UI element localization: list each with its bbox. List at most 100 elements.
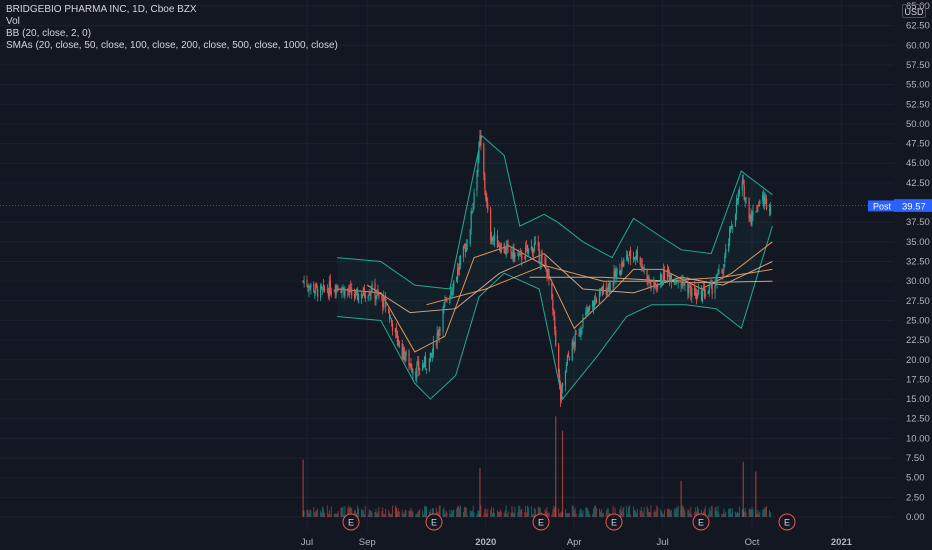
volume-bar — [494, 512, 496, 517]
volume-bar — [388, 510, 390, 517]
volume-bar — [409, 510, 411, 517]
volume-bar — [390, 514, 392, 517]
volume-bar — [303, 510, 305, 517]
indicator-smas[interactable]: SMAs (20, close, 50, close, 100, close, … — [6, 40, 338, 51]
volume-bar — [342, 506, 344, 517]
candle-body — [704, 294, 706, 296]
candle-body — [541, 255, 543, 258]
volume-bar — [340, 507, 342, 517]
candle-body — [758, 205, 760, 207]
candle-body — [715, 281, 717, 285]
candle-body — [636, 250, 638, 260]
y-axis[interactable]: 65.00 62.50 60.00 57.50 55.00 52.50 50.00 47.50… — [906, 1, 930, 523]
candle-body — [403, 347, 405, 360]
candle-body — [303, 281, 305, 284]
candle-body — [683, 284, 685, 286]
candle-body — [356, 289, 359, 301]
volume-bar — [567, 513, 569, 517]
candle-body — [552, 299, 554, 311]
indicator-volume[interactable]: Vol — [6, 16, 20, 27]
volume-bar — [606, 508, 608, 517]
candle-body — [480, 136, 482, 146]
candle-body — [313, 283, 315, 293]
volume-bar — [749, 508, 751, 517]
volume-bar — [626, 505, 628, 517]
volume-bar — [505, 505, 507, 517]
post-label-tag — [868, 200, 894, 212]
volume-bar — [633, 509, 635, 517]
candle-body — [320, 286, 323, 288]
candle-body — [567, 352, 569, 357]
volume-bar — [695, 507, 697, 517]
volume-bar — [528, 507, 530, 517]
candle-body — [354, 291, 357, 297]
candle-body — [415, 371, 417, 378]
candle-body — [418, 360, 420, 371]
volume-bar — [566, 513, 568, 517]
price-tags: 39.64Post39.57 — [0, 199, 932, 212]
y-tick-label: 7.50 — [906, 453, 925, 464]
y-tick-label: 57.50 — [906, 60, 930, 71]
volume-spike — [561, 430, 564, 517]
candle-body — [521, 252, 523, 260]
indicator-bollinger[interactable]: BB (20, close, 2, 0) — [6, 28, 92, 39]
volume-bar — [564, 509, 566, 517]
bollinger-lower-line — [337, 225, 773, 401]
sma-line — [366, 253, 773, 314]
volume-bar — [559, 513, 561, 517]
post-price-tag — [894, 199, 932, 212]
currency-badge[interactable]: USD — [902, 4, 926, 18]
volume-bar — [698, 508, 700, 517]
candle-body — [351, 289, 353, 296]
volume-bar — [527, 505, 529, 517]
candle-body — [734, 214, 737, 227]
volume-bar — [682, 505, 684, 517]
volume-bar — [507, 511, 509, 517]
candle-body — [473, 193, 475, 204]
candle-body — [741, 181, 743, 191]
candle-body — [728, 243, 730, 252]
candle-body — [654, 280, 656, 285]
volume-bar — [442, 509, 444, 517]
volume-bar — [478, 510, 480, 517]
volume-bar — [571, 505, 573, 517]
candle-body — [682, 276, 684, 284]
candle-body — [449, 296, 451, 303]
volume-bar — [465, 507, 467, 517]
volume-spike — [555, 416, 557, 517]
volume-bar — [745, 512, 747, 517]
candle-body — [504, 250, 506, 254]
volume-bar — [343, 514, 345, 517]
candle-body — [375, 296, 377, 300]
earnings-marker-label: E — [611, 518, 617, 528]
volume-bar — [730, 507, 732, 517]
candle-body — [595, 298, 598, 303]
volume-bar — [675, 507, 677, 517]
volume-bar — [398, 511, 400, 517]
x-axis[interactable]: Jul Sep 2020 Apr Jul Oct 2021 — [301, 537, 853, 548]
candle-body — [371, 283, 373, 292]
volume-bar — [457, 506, 459, 517]
candle-body — [742, 179, 744, 185]
volume-bar — [734, 511, 736, 517]
volume-bar — [736, 511, 738, 517]
volume-bar — [330, 506, 332, 517]
volume-bar — [415, 514, 417, 517]
candle-body — [383, 296, 385, 308]
candle-body — [700, 289, 703, 301]
candle-body — [643, 267, 645, 271]
volume-bar — [355, 510, 357, 517]
volume-bar — [751, 506, 753, 517]
volume-bar — [306, 509, 308, 517]
y-tick-label: 55.00 — [906, 80, 930, 91]
volume-bar — [317, 508, 319, 517]
candle-body — [388, 308, 390, 313]
candle-body — [391, 323, 394, 331]
candle-body — [456, 276, 458, 282]
candle-body — [725, 249, 727, 257]
candle-body — [357, 295, 360, 303]
symbol-title[interactable]: BRIDGEBIO PHARMA INC, 1D, Cboe BZX — [6, 4, 197, 15]
candle-body — [646, 269, 648, 283]
